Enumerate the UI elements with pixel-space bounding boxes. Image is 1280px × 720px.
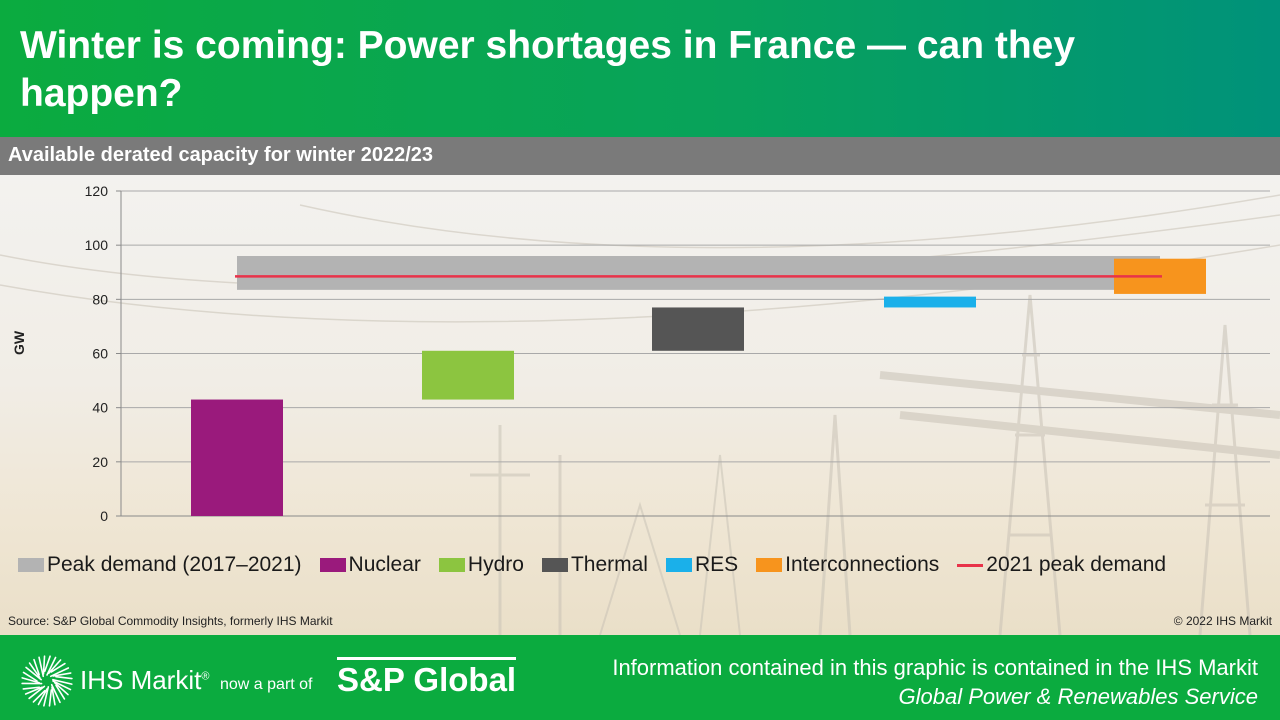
now-part-of-text: now a part of [220,676,313,693]
y-tick-label: 80 [92,291,108,307]
y-tick-label: 40 [92,400,108,416]
legend-swatch [319,558,346,572]
legend-swatch [756,558,783,572]
bar-thermal [652,307,744,351]
footer-info-line: Information contained in this graphic is… [612,655,1258,680]
y-tick-label: 20 [92,454,108,470]
source-note: Source: S&P Global Commodity Insights, f… [8,614,333,628]
subtitle-bar: Available derated capacity for winter 20… [0,137,1280,175]
y-axis-label: GW [11,330,27,355]
y-tick-label: 100 [85,237,109,253]
legend-item: RES [665,553,739,577]
bars [191,258,1206,516]
ihs-markit-wordmark: IHS Markit® [80,665,209,696]
legend-label: 2021 peak demand [986,553,1167,576]
bar-res [884,296,976,308]
ihs-markit-logo-icon [21,655,73,707]
legend-label: RES [694,553,739,576]
peak-demand-band [237,256,1160,290]
sp-global-logo: S&P Global [337,657,517,698]
chart-plot: 0 20 40 60 80 100 120 GW [11,183,1270,524]
footer-banner: IHS Markit® now a part of S&P Global Inf… [0,635,1280,720]
legend-swatch [957,563,984,567]
legend-label: Hydro [467,553,524,576]
y-tick-label: 0 [100,508,108,524]
legend-label: Peak demand (2017–2021) [47,553,302,576]
legend-item: Hydro [438,553,524,577]
legend-swatch [18,558,44,572]
legend-swatch [438,558,465,572]
bar-hydro [422,350,514,400]
ihs-markit-name: IHS Markit [80,665,202,695]
footer-service-name: Global Power & Renewables Service [898,684,1258,709]
registered-mark: ® [201,670,210,683]
y-axis-ticks: 0 20 40 60 80 100 120 [85,183,121,524]
gridlines [121,190,1270,517]
page-title: Winter is coming: Power shortages in Fra… [20,24,1076,115]
bar-nuclear [191,399,283,516]
y-tick-label: 120 [85,183,109,199]
legend-swatch [665,558,692,572]
legend-item: Interconnections [756,553,939,577]
legend-label: Nuclear [348,553,421,576]
header-banner: Winter is coming: Power shortages in Fra… [0,0,1280,137]
legend-item: 2021 peak demand [957,553,1166,577]
legend-item: Peak demand (2017–2021) [18,553,302,577]
legend-label: Interconnections [785,553,940,576]
chart-legend: Peak demand (2017–2021) Nuclear Hydro Therm… [18,550,1278,580]
legend-label: Thermal [570,553,648,576]
y-tick-label: 60 [92,346,108,362]
chart-subtitle: Available derated capacity for winter 20… [8,144,434,166]
copyright-note: © 2022 IHS Markit [1173,614,1272,628]
legend-item: Thermal [541,553,648,577]
legend-swatch [541,558,568,572]
chart-area: 0 20 40 60 80 100 120 GW Peak demand (2017–202… [0,175,1280,635]
legend-item: Nuclear [319,553,421,577]
